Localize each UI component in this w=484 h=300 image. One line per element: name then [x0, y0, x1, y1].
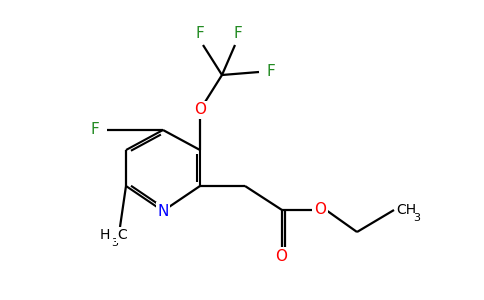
Text: 3: 3 — [413, 213, 420, 223]
Text: F: F — [266, 64, 275, 80]
Text: F: F — [90, 122, 99, 137]
Text: F: F — [234, 26, 242, 41]
Text: 3: 3 — [111, 238, 118, 248]
Text: H: H — [100, 228, 110, 242]
Text: O: O — [194, 103, 206, 118]
Text: O: O — [314, 202, 326, 217]
Text: F: F — [196, 26, 204, 41]
Text: O: O — [275, 249, 287, 264]
Text: C: C — [117, 228, 127, 242]
Text: CH: CH — [396, 203, 416, 217]
Text: N: N — [157, 203, 169, 218]
